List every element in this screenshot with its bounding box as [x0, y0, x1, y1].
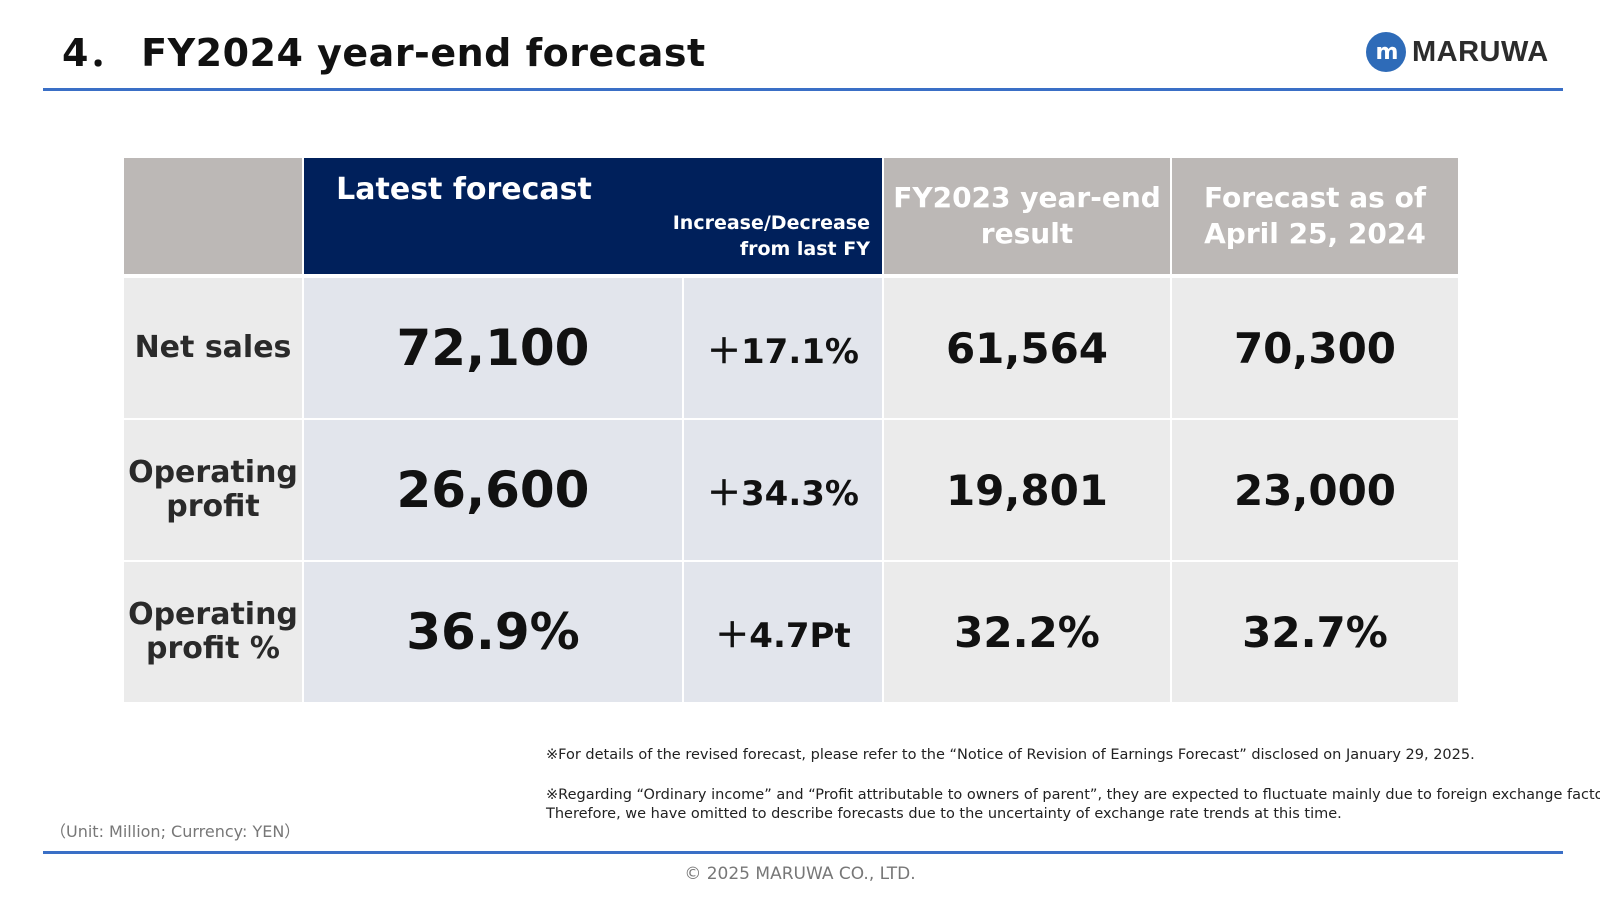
copyright: © 2025 MARUWA CO., LTD. [684, 864, 916, 884]
footer-divider [43, 851, 1563, 854]
note-exchange-rate: Therefore, we have omitted to describe f… [546, 806, 1342, 822]
net-sales-latest: 72,100 [304, 278, 682, 418]
operating-profit-change: ＋34.3% [684, 420, 882, 560]
header-april-forecast: Forecast as of April 25, 2024 [1172, 158, 1458, 274]
row-label-operating-profit: Operating profit [124, 420, 302, 560]
page-title: 4． FY2024 year-end forecast [62, 31, 706, 75]
net-sales-april: 70,300 [1172, 278, 1458, 418]
note-ordinary-income: ※Regarding “Ordinary income” and “Profit… [546, 787, 1600, 803]
operating-profit-latest: 26,600 [304, 420, 682, 560]
operating-profit-april: 23,000 [1172, 420, 1458, 560]
net-sales-fy2023: 61,564 [884, 278, 1170, 418]
header-divider [43, 88, 1563, 91]
header-fy2023-result: FY2023 year-end result [884, 158, 1170, 274]
header-corner-cell [124, 158, 302, 274]
row-label-net-sales: Net sales [124, 278, 302, 418]
logo-wordmark: MARUWA [1412, 35, 1549, 68]
row-label-operating-profit-pct: Operating profit % [124, 562, 302, 702]
unit-note: （Unit: Million; Currency: YEN） [50, 822, 301, 841]
operating-profit-fy2023: 19,801 [884, 420, 1170, 560]
operating-profit-pct-fy2023: 32.2% [884, 562, 1170, 702]
operating-profit-pct-change: ＋4.7Pt [684, 562, 882, 702]
operating-profit-pct-april: 32.7% [1172, 562, 1458, 702]
maruwa-logo-icon: m [1366, 32, 1406, 72]
change-column-header: Increase/Decrease from last FY [672, 212, 870, 260]
operating-profit-pct-latest: 36.9% [304, 562, 682, 702]
net-sales-change: ＋17.1% [684, 278, 882, 418]
company-logo: m MARUWA [1366, 30, 1549, 74]
header-latest-forecast: Latest forecast Increase/Decrease from l… [304, 158, 882, 274]
note-revised-forecast: ※For details of the revised forecast, pl… [546, 747, 1475, 763]
latest-forecast-title: Latest forecast [336, 172, 592, 207]
